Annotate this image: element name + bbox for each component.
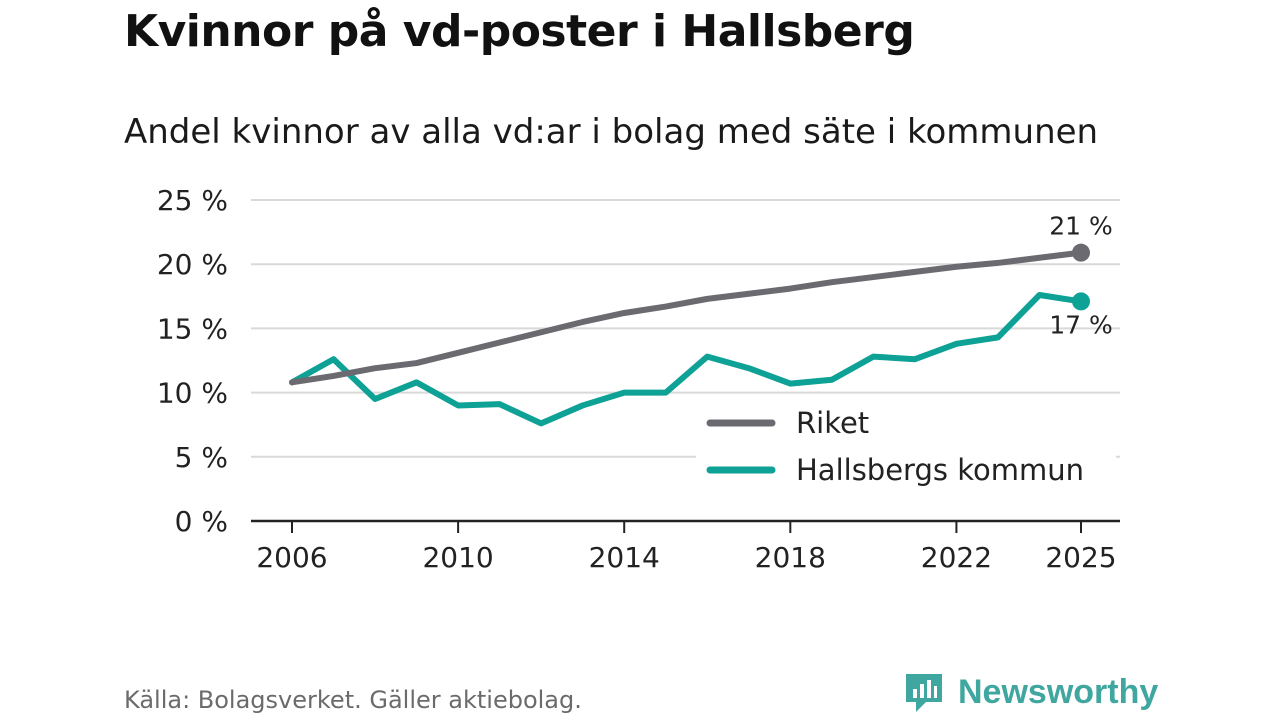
source-note: Källa: Bolagsverket. Gäller aktiebolag. [124,686,582,714]
y-axis-ticks: 0 % 5 % 10 % 15 % 20 % 25 % [157,184,228,538]
x-axis: 2006 2010 2014 2018 2022 2025 [251,519,1120,574]
y-tick-label: 15 % [157,312,228,345]
chart-subtitle: Andel kvinnor av alla vd:ar i bolag med … [124,112,1099,152]
series-line-riket [289,249,1084,386]
x-tick-label: 2010 [422,541,493,574]
series-line-hallsberg [289,292,1084,427]
chart-title: Kvinnor på vd-poster i Hallsberg [124,6,915,57]
end-label-riket: 21 % [1049,212,1113,241]
legend-label-riket: Riket [796,406,869,440]
legend: Riket Hallsbergs kommun [696,400,1116,500]
y-tick-label: 0 % [175,505,228,538]
y-tick-label: 10 % [157,377,228,410]
x-tick-label: 2025 [1045,541,1116,574]
y-tick-label: 20 % [157,248,228,281]
brand-logo: Newsworthy [902,670,1158,714]
x-tick-label: 2006 [256,541,327,574]
end-marker-riket [1072,243,1090,262]
series-lines [289,243,1090,427]
newsworthy-logo-icon [906,674,942,712]
y-tick-label: 25 % [157,184,228,217]
legend-background [696,400,1116,500]
end-label-hallsberg: 17 % [1049,310,1113,339]
x-tick-label: 2018 [755,541,826,574]
end-labels: 21 % 17 % [1049,212,1113,340]
y-tick-label: 5 % [175,441,228,474]
brand-name: Newsworthy [958,672,1159,711]
x-tick-label: 2014 [589,541,660,574]
legend-label-hallsberg: Hallsbergs kommun [796,453,1084,487]
x-tick-label: 2022 [921,541,992,574]
end-marker-hallsberg [1072,292,1090,311]
